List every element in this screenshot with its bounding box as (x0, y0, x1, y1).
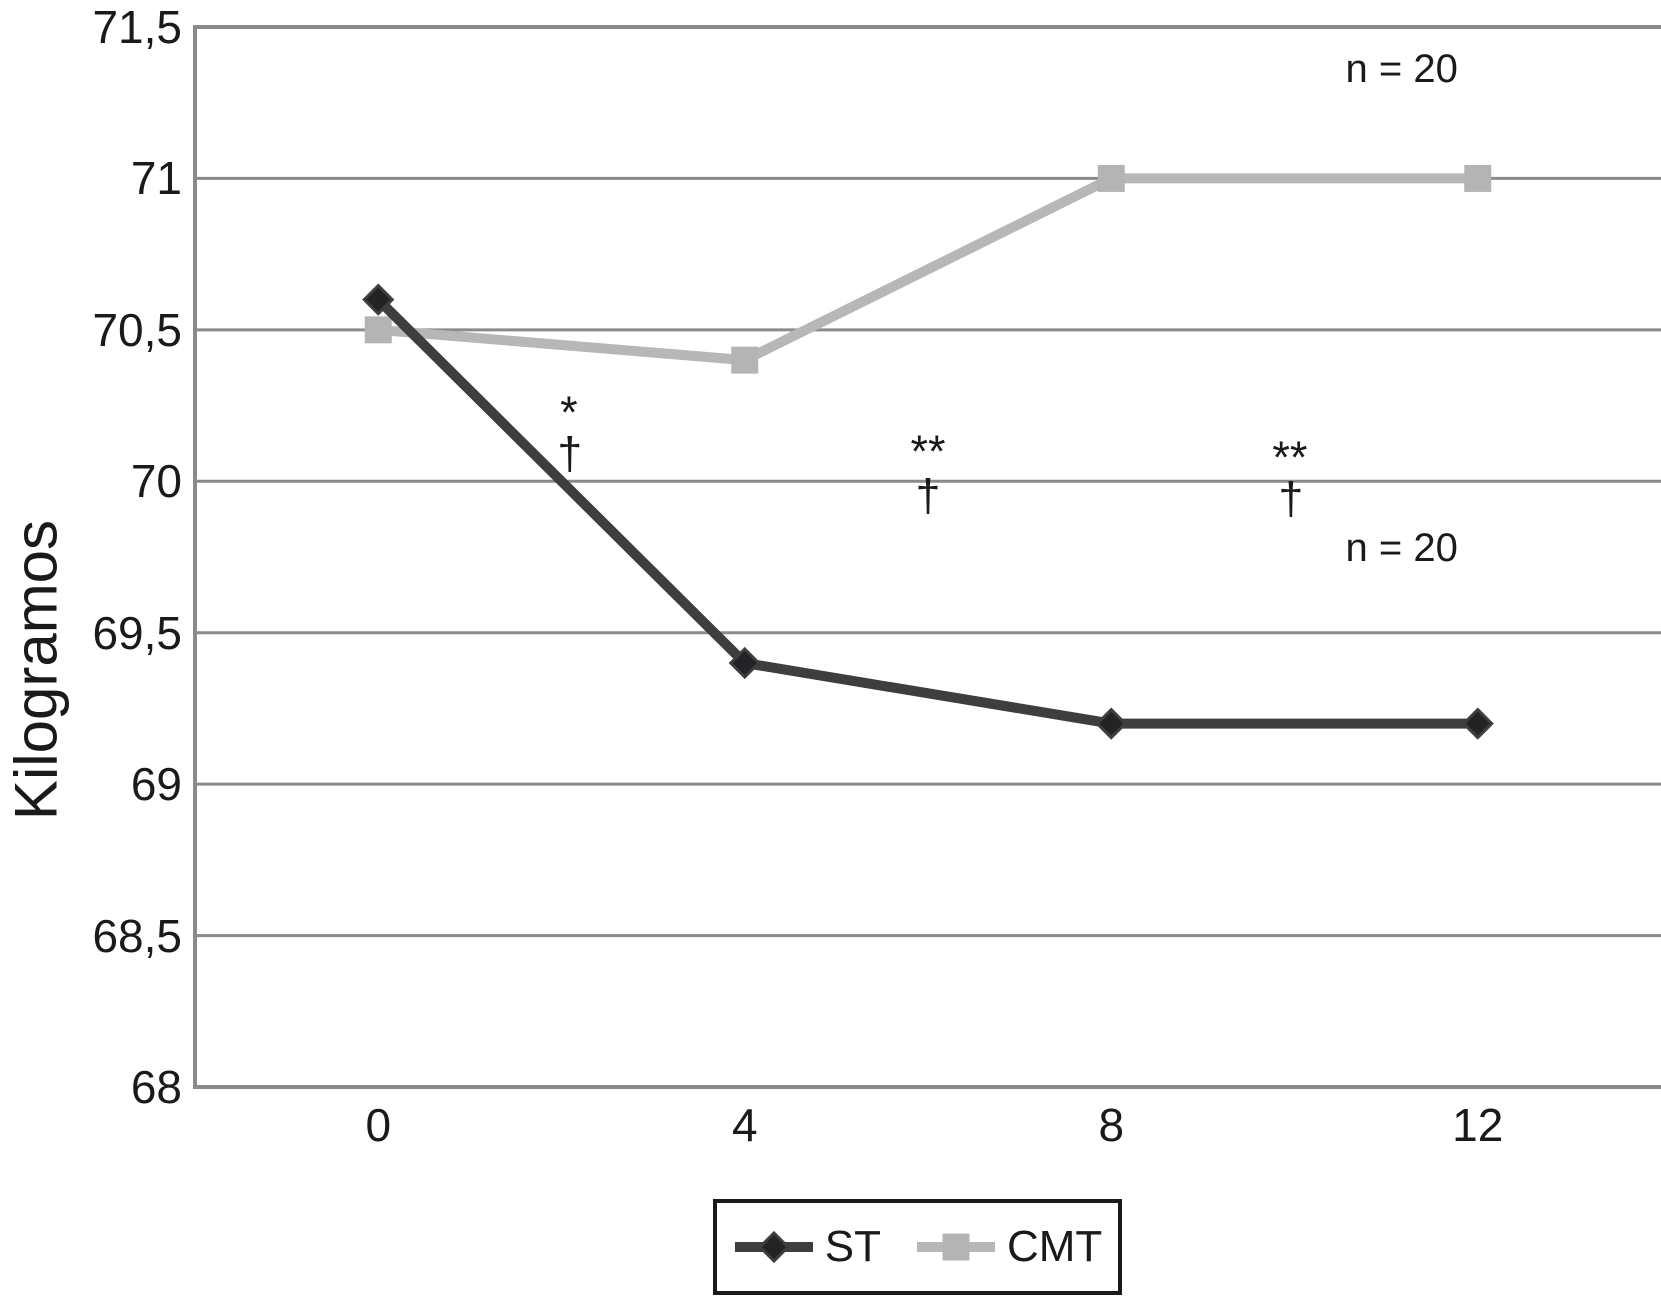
x-tick-label: 8 (1098, 1099, 1125, 1151)
series-line-CMT (377, 173, 1478, 366)
y-tick-label: 71,5 (92, 1, 182, 53)
legend-label-st: ST (824, 1222, 881, 1271)
x-tick-label: 4 (731, 1099, 758, 1151)
annotation-significance: ** (910, 425, 946, 477)
legend-item-st: ST (733, 1222, 881, 1272)
x-tick-label: 12 (1452, 1099, 1504, 1151)
marker-ST-3 (1461, 707, 1494, 740)
st-series-marker-icon (734, 1230, 813, 1264)
marker-ST-1 (728, 646, 761, 680)
legend: ST CMT (713, 1199, 1122, 1295)
marker-CMT-0 (364, 316, 392, 344)
y-tick-label: 71 (130, 152, 182, 205)
cmt-series-marker-icon (916, 1233, 995, 1261)
annotation-significance: ** (1272, 431, 1308, 483)
annotation-significance: * (560, 386, 578, 438)
y-tick-label: 70,5 (92, 303, 182, 356)
marker-CMT-3 (1464, 164, 1492, 192)
y-tick-label: 69,5 (92, 606, 182, 659)
marker-CMT-2 (1097, 164, 1125, 192)
annotation-significance: † (557, 428, 583, 480)
annotation-sample-size: n = 20 (1345, 47, 1458, 92)
y-tick-label: 69 (130, 758, 182, 811)
series-line-ST (374, 296, 1478, 729)
annotation-significance: † (1278, 473, 1304, 525)
legend-item-cmt: CMT (915, 1222, 1102, 1272)
y-tick-label: 68 (130, 1061, 182, 1113)
x-tick-label: 0 (365, 1099, 392, 1151)
legend-label-cmt: CMT (1006, 1222, 1103, 1271)
marker-ST-0 (362, 283, 395, 316)
annotation-sample-size: n = 20 (1345, 525, 1458, 570)
marker-ST-2 (1095, 707, 1128, 740)
y-tick-label: 70 (130, 455, 182, 508)
y-tick-label: 68,5 (92, 909, 182, 962)
annotation-significance: † (915, 470, 941, 522)
marker-CMT-1 (731, 346, 759, 374)
